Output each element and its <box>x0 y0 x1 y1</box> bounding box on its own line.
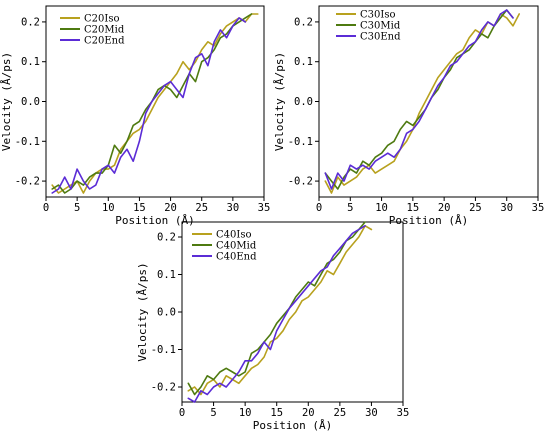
x-tick-label: 20 <box>164 202 177 214</box>
x-tick-label: 15 <box>407 202 420 214</box>
y-tick-label: 0.2 <box>157 232 176 244</box>
y-tick-label: 0.0 <box>294 96 313 108</box>
y-tick-label: 0.0 <box>21 96 40 108</box>
x-tick-label: 15 <box>133 202 146 214</box>
x-tick-label: 10 <box>375 202 388 214</box>
legend-label-C20Iso: C20Iso <box>84 14 119 25</box>
y-tick-label: 0.1 <box>21 56 40 68</box>
x-tick-label: 20 <box>302 407 315 419</box>
chart-panel-3: 0 5 10 15 20 25 30 35 -0.2 -0.1 0.0 0.1 0.2 Position … <box>136 221 410 432</box>
y-axis-title: Velocity (Å/ps) <box>136 262 149 361</box>
series-line-C20Mid <box>51 13 253 194</box>
legend-label-C40Iso: C40Iso <box>216 230 251 241</box>
y-tick-label: 0.1 <box>294 56 313 68</box>
series-line-C40End <box>187 225 366 403</box>
x-axis-title: Position (Å) <box>389 214 468 227</box>
x-tick-label: 25 <box>195 202 208 214</box>
series-line-C30Mid <box>324 9 514 190</box>
y-tick-label: -0.2 <box>15 176 40 188</box>
y-tick-label: 0.2 <box>21 16 40 28</box>
y-axis-title: Velocity (Å/ps) <box>0 52 13 151</box>
x-tick-label: 5 <box>210 407 216 419</box>
y-tick-label: -0.1 <box>288 136 313 148</box>
x-tick-label: 10 <box>239 407 252 419</box>
x-tick-label: 15 <box>270 407 283 419</box>
y-axis-title: Velocity (Å/ps) <box>273 52 286 151</box>
x-tick-label: 30 <box>365 407 378 419</box>
series-line-C40Iso <box>187 225 373 396</box>
x-tick-label: 35 <box>258 202 271 214</box>
legend-label-C20Mid: C20Mid <box>84 25 125 36</box>
x-tick-label: 0 <box>316 202 322 214</box>
legend-label-C30Iso: C30Iso <box>360 10 395 21</box>
chart-panel-1: 0 5 10 15 20 25 30 35 -0.2 -0.1 0.0 0.1 0.2 Position … <box>0 5 271 227</box>
legend-label-C30Mid: C30Mid <box>360 21 401 32</box>
x-tick-label: 25 <box>334 407 347 419</box>
x-tick-label: 0 <box>179 407 185 419</box>
x-tick-label: 30 <box>500 202 513 214</box>
series-line-C20End <box>51 17 247 194</box>
x-tick-label: 35 <box>397 407 410 419</box>
legend-label-C40End: C40End <box>216 252 257 263</box>
series-line-C40Mid <box>187 221 366 396</box>
plot-frame <box>45 5 265 198</box>
x-tick-label: 0 <box>43 202 49 214</box>
legend-label-C40Mid: C40Mid <box>216 241 257 252</box>
y-tick-label: 0.0 <box>157 307 176 319</box>
x-tick-label: 5 <box>347 202 353 214</box>
series-line-C30Iso <box>324 13 521 194</box>
chart-panel-2: 0 5 10 15 20 25 30 35 -0.2 -0.1 0.0 0.1 0.2 Position … <box>273 5 545 227</box>
x-axis-title: Position (Å) <box>115 214 194 227</box>
legend-label-C20End: C20End <box>84 36 125 47</box>
y-tick-label: 0.2 <box>294 16 313 28</box>
x-tick-label: 30 <box>227 202 240 214</box>
legend-label-C30End: C30End <box>360 32 401 43</box>
series-line-C30End <box>324 9 514 190</box>
x-tick-label: 20 <box>438 202 451 214</box>
x-tick-label: 10 <box>102 202 115 214</box>
y-tick-label: 0.1 <box>157 269 176 281</box>
y-tick-label: -0.2 <box>288 176 313 188</box>
x-tick-label: 5 <box>74 202 80 214</box>
y-tick-label: -0.2 <box>151 382 176 394</box>
x-tick-label: 25 <box>469 202 482 214</box>
x-tick-label: 35 <box>532 202 545 214</box>
x-axis-title: Position (Å) <box>253 419 332 432</box>
y-tick-label: -0.1 <box>15 136 40 148</box>
series-line-C20Iso <box>51 13 259 194</box>
plot-frame <box>318 5 539 198</box>
y-tick-label: -0.1 <box>151 344 176 356</box>
